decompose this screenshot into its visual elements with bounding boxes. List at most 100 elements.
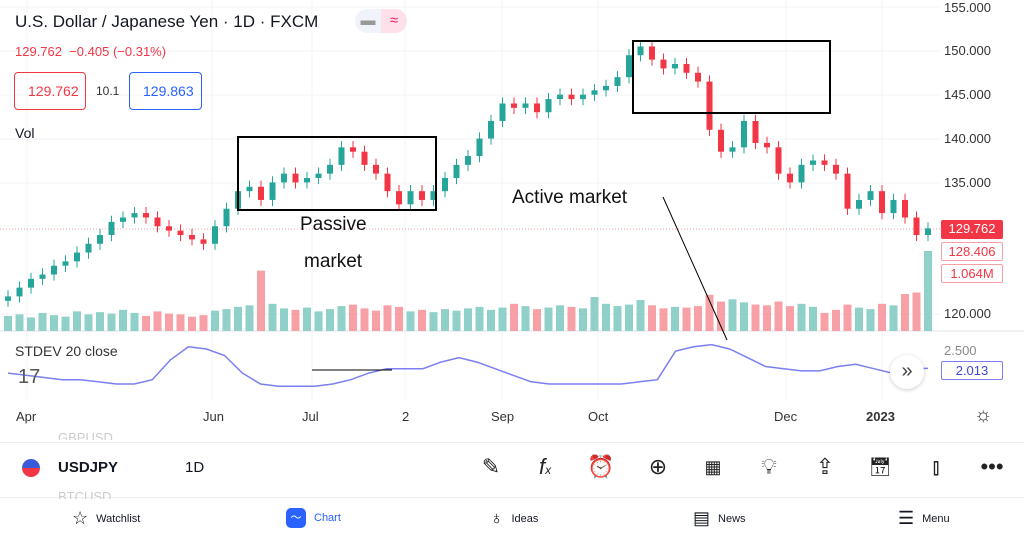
settings-gear-icon[interactable]: ☼ bbox=[974, 404, 993, 426]
volume-bar bbox=[27, 317, 35, 331]
volume-bar bbox=[763, 305, 771, 331]
candle-body bbox=[189, 235, 195, 240]
grid-icon[interactable]: ▦ bbox=[704, 457, 722, 477]
nav-watchlist[interactable]: ☆ Watchlist bbox=[72, 508, 140, 529]
buy-button[interactable]: 129.863 bbox=[129, 72, 202, 110]
price-tick: 140.000 bbox=[944, 131, 991, 146]
prev-price-tag: 128.406 bbox=[941, 242, 1003, 261]
nav-ideas[interactable]: ♁ Ideas bbox=[490, 508, 538, 529]
volume-bar bbox=[199, 315, 208, 331]
approx-wave-icon[interactable]: ≈ bbox=[381, 9, 407, 33]
candle-body bbox=[476, 138, 483, 157]
alarm-icon[interactable]: ⏰ bbox=[587, 454, 615, 479]
candle-body bbox=[626, 55, 632, 78]
candle-body bbox=[591, 90, 598, 95]
interval-button[interactable]: 1D bbox=[185, 459, 205, 476]
minus-icon[interactable]: ▬ bbox=[360, 12, 376, 29]
candle-body bbox=[729, 147, 736, 152]
candle-body bbox=[890, 199, 897, 214]
volume-bar bbox=[774, 301, 783, 331]
candle-body bbox=[614, 77, 621, 86]
price-tick: 155.000 bbox=[944, 0, 991, 15]
sell-price: 129.762 bbox=[28, 83, 79, 99]
sell-button[interactable]: 129.762 bbox=[14, 72, 86, 110]
candle-body bbox=[120, 217, 126, 222]
annotation-passive-2: market bbox=[304, 251, 363, 272]
candle-body bbox=[97, 235, 103, 244]
candle-body bbox=[580, 94, 586, 100]
next-symbol[interactable]: BTCUSD bbox=[58, 489, 112, 499]
chart-icon: 〜 bbox=[286, 508, 306, 528]
nav-news[interactable]: ▤ News bbox=[693, 508, 746, 529]
candle-body bbox=[350, 147, 356, 152]
volume-bar bbox=[475, 306, 484, 331]
volume-bar bbox=[61, 316, 70, 331]
pencil-icon[interactable]: ✎ bbox=[481, 454, 501, 479]
candle-body bbox=[28, 278, 34, 288]
lightbulb-icon[interactable]: 💡︎ bbox=[761, 454, 777, 479]
volume-bar bbox=[487, 309, 495, 331]
volume-bar bbox=[613, 306, 622, 331]
flag-icon bbox=[22, 459, 40, 477]
volume-label: Vol bbox=[15, 125, 35, 141]
indicator-label[interactable]: STDEV 20 close bbox=[15, 343, 118, 359]
volume-bar bbox=[659, 308, 668, 331]
candle-body bbox=[902, 199, 908, 218]
chart-style-toggle[interactable]: ▬ ≈ bbox=[355, 9, 407, 33]
annotation-pointer-line bbox=[662, 196, 728, 341]
passive-market-box bbox=[237, 136, 437, 211]
time-tick: 2 bbox=[402, 409, 410, 424]
volume-bar bbox=[349, 304, 357, 331]
nav-chart[interactable]: 〜 Chart bbox=[286, 508, 341, 528]
volume-bar bbox=[533, 309, 541, 331]
candle-body bbox=[5, 296, 11, 301]
volume-bar bbox=[590, 297, 599, 331]
nav-label: Menu bbox=[922, 512, 950, 525]
volume-bar bbox=[441, 309, 449, 331]
volume-bar bbox=[429, 312, 438, 331]
candles-icon[interactable]: ⫾ bbox=[932, 454, 940, 479]
news-icon: ▤ bbox=[693, 508, 711, 528]
volume-bar bbox=[740, 302, 748, 331]
price-tick: 150.000 bbox=[944, 43, 991, 58]
calendar-range-icon[interactable]: 📅︎ bbox=[868, 457, 892, 477]
candle-body bbox=[522, 103, 529, 108]
volume-bar bbox=[912, 292, 921, 331]
volume-bar bbox=[119, 309, 127, 331]
volume-bar bbox=[337, 306, 346, 331]
volume-bar bbox=[418, 309, 426, 331]
nav-menu[interactable]: ☰ Menu bbox=[898, 508, 950, 529]
volume-bar bbox=[50, 315, 58, 331]
volume-bar bbox=[303, 307, 311, 331]
price-chart[interactable] bbox=[0, 0, 1024, 430]
volume-bar bbox=[73, 311, 81, 331]
candle-body bbox=[51, 265, 57, 275]
volume-bar bbox=[521, 306, 530, 331]
candle-body bbox=[660, 59, 667, 69]
more-icon[interactable]: ••• bbox=[980, 454, 1004, 479]
candle-body bbox=[62, 261, 69, 266]
volume-bar bbox=[326, 309, 334, 331]
candle-body bbox=[223, 208, 230, 227]
candle-body bbox=[430, 191, 437, 200]
candle-body bbox=[752, 121, 759, 143]
candle-body bbox=[741, 121, 747, 148]
plus-circle-icon[interactable]: ⊕ bbox=[648, 454, 668, 479]
volume-bar bbox=[717, 301, 725, 331]
symbol-name[interactable]: USDJPY bbox=[58, 459, 119, 476]
fx-icon[interactable]: fx bbox=[538, 454, 552, 479]
volume-bar bbox=[372, 310, 380, 331]
candle-body bbox=[879, 191, 885, 214]
candle-body bbox=[706, 81, 713, 130]
volume-bar bbox=[809, 306, 817, 331]
stdev-line bbox=[7, 343, 929, 387]
volume-bar bbox=[107, 313, 116, 331]
volume-bar bbox=[96, 312, 104, 331]
nav-label: Chart bbox=[314, 512, 341, 524]
candle-body bbox=[143, 213, 149, 218]
volume-bar bbox=[832, 309, 840, 331]
share-icon[interactable]: ⇪ bbox=[815, 454, 835, 479]
prev-symbol[interactable]: GBPUSD bbox=[58, 430, 113, 440]
candle-body bbox=[534, 103, 540, 113]
scroll-to-realtime-button[interactable]: » bbox=[890, 355, 924, 389]
